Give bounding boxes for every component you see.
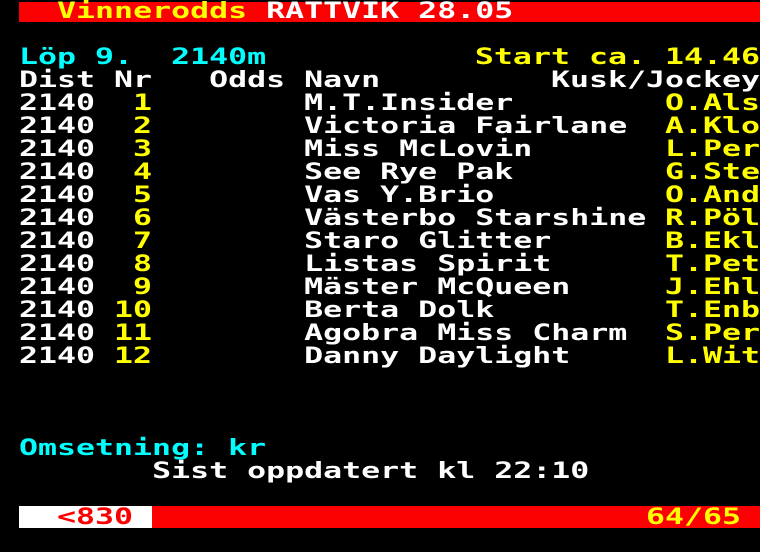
horse-name: Listas Spirit xyxy=(304,252,552,277)
horse-number: 7 xyxy=(133,229,153,254)
table-row: 2140 11 Agobra Miss Charm S.Per xyxy=(0,322,760,345)
footer-bar xyxy=(19,506,760,528)
dist-cell: 2140 xyxy=(18,160,96,185)
col-header-dist: Dist xyxy=(18,68,96,93)
page-link[interactable]: <830 xyxy=(57,505,134,530)
race-label: Löp 9. xyxy=(18,45,134,70)
horse-name: Mäster McQueen xyxy=(304,275,571,300)
horse-number: 3 xyxy=(133,137,153,162)
dist-cell: 2140 xyxy=(18,91,96,116)
table-row: 2140 4 See Rye Pak G.Ste xyxy=(0,161,760,184)
jockey-name: S.Per xyxy=(665,321,760,346)
race-info-line: Löp 9. 2140m Start ca. 14.46 xyxy=(0,46,760,69)
footer-line: <830 64/65 xyxy=(0,506,760,529)
horse-name: Victoria Fairlane xyxy=(304,114,628,139)
service-name: Vinnerodds xyxy=(57,0,248,24)
page-header: Vinnerodds RÄTTVIK 28.05 xyxy=(0,0,760,23)
jockey-name: G.Ste xyxy=(665,160,760,185)
jockey-name: L.Wit xyxy=(665,344,760,369)
horse-number: 11 xyxy=(114,321,153,346)
dist-cell: 2140 xyxy=(18,206,96,231)
horse-number: 4 xyxy=(133,160,153,185)
page-link-box xyxy=(19,506,152,528)
page-number: 64/65 xyxy=(646,505,742,530)
horse-number: 9 xyxy=(133,275,153,300)
jockey-name: R.Pöl xyxy=(665,206,760,231)
track-name: RÄTTVIK xyxy=(266,0,400,24)
jockey-name: T.Enb xyxy=(665,298,760,323)
table-header-row: Dist Nr Odds Navn Kusk/Jockey xyxy=(0,69,760,92)
horse-name: M.T.Insider xyxy=(304,91,514,116)
turnover-line: Omsetning: kr xyxy=(0,437,760,460)
horse-name: Staro Glitter xyxy=(304,229,552,254)
dist-cell: 2140 xyxy=(18,229,96,254)
col-header-odds: Odds xyxy=(209,68,286,93)
race-date: 28.05 xyxy=(418,0,514,24)
dist-cell: 2140 xyxy=(18,275,96,300)
horse-name: Miss McLovin xyxy=(304,137,533,162)
horse-number: 6 xyxy=(133,206,153,231)
horse-name: Agobra Miss Charm xyxy=(304,321,628,346)
horse-number: 10 xyxy=(114,298,153,323)
table-row: 2140 6 Västerbo Starshine R.Pöl xyxy=(0,207,760,230)
updated-line: Sist oppdatert kl 22:10 xyxy=(0,460,760,483)
race-start-time: Start ca. 14.46 xyxy=(474,45,760,70)
table-row: 2140 8 Listas Spirit T.Pet xyxy=(0,253,760,276)
table-row: 2140 12 Danny Daylight L.Wit xyxy=(0,345,760,368)
table-row: 2140 10 Berta Dolk T.Enb xyxy=(0,299,760,322)
table-row: 2140 9 Mäster McQueen J.Ehl xyxy=(0,276,760,299)
jockey-name: T.Pet xyxy=(665,252,760,277)
horse-name: Vas Y.Brio xyxy=(304,183,495,208)
horse-number: 1 xyxy=(133,91,153,116)
dist-cell: 2140 xyxy=(18,183,96,208)
table-row: 2140 7 Staro Glitter B.Ekl xyxy=(0,230,760,253)
dist-cell: 2140 xyxy=(18,252,96,277)
race-distance: 2140m xyxy=(171,45,267,70)
horse-number: 5 xyxy=(133,183,153,208)
horse-name: Västerbo Starshine xyxy=(304,206,647,231)
table-row: 2140 1 M.T.Insider O.Als xyxy=(0,92,760,115)
horse-number: 8 xyxy=(133,252,153,277)
last-updated: Sist oppdatert kl 22:10 xyxy=(152,459,590,484)
dist-cell: 2140 xyxy=(18,137,96,162)
jockey-name: B.Ekl xyxy=(665,229,760,254)
col-header-name: Navn xyxy=(304,68,381,93)
horse-name: Berta Dolk xyxy=(304,298,495,323)
jockey-name: L.Per xyxy=(665,137,760,162)
dist-cell: 2140 xyxy=(18,321,96,346)
horse-name: Danny Daylight xyxy=(304,344,571,369)
jockey-name: O.Als xyxy=(665,91,760,116)
table-row: 2140 2 Victoria Fairlane A.Klo xyxy=(0,115,760,138)
col-header-jockey: Kusk/Jockey xyxy=(550,68,760,93)
jockey-name: J.Ehl xyxy=(665,275,760,300)
jockey-name: A.Klo xyxy=(665,114,760,139)
table-row: 2140 3 Miss McLovin L.Per xyxy=(0,138,760,161)
horse-name: See Rye Pak xyxy=(304,160,514,185)
horse-number: 2 xyxy=(133,114,153,139)
dist-cell: 2140 xyxy=(18,298,96,323)
col-header-nr: Nr xyxy=(114,68,153,93)
dist-cell: 2140 xyxy=(18,114,96,139)
horse-number: 12 xyxy=(114,344,153,369)
turnover-label: Omsetning: kr xyxy=(18,436,267,461)
jockey-name: O.And xyxy=(665,183,760,208)
header-bar xyxy=(19,2,760,22)
dist-cell: 2140 xyxy=(18,344,96,369)
table-row: 2140 5 Vas Y.Brio O.And xyxy=(0,184,760,207)
